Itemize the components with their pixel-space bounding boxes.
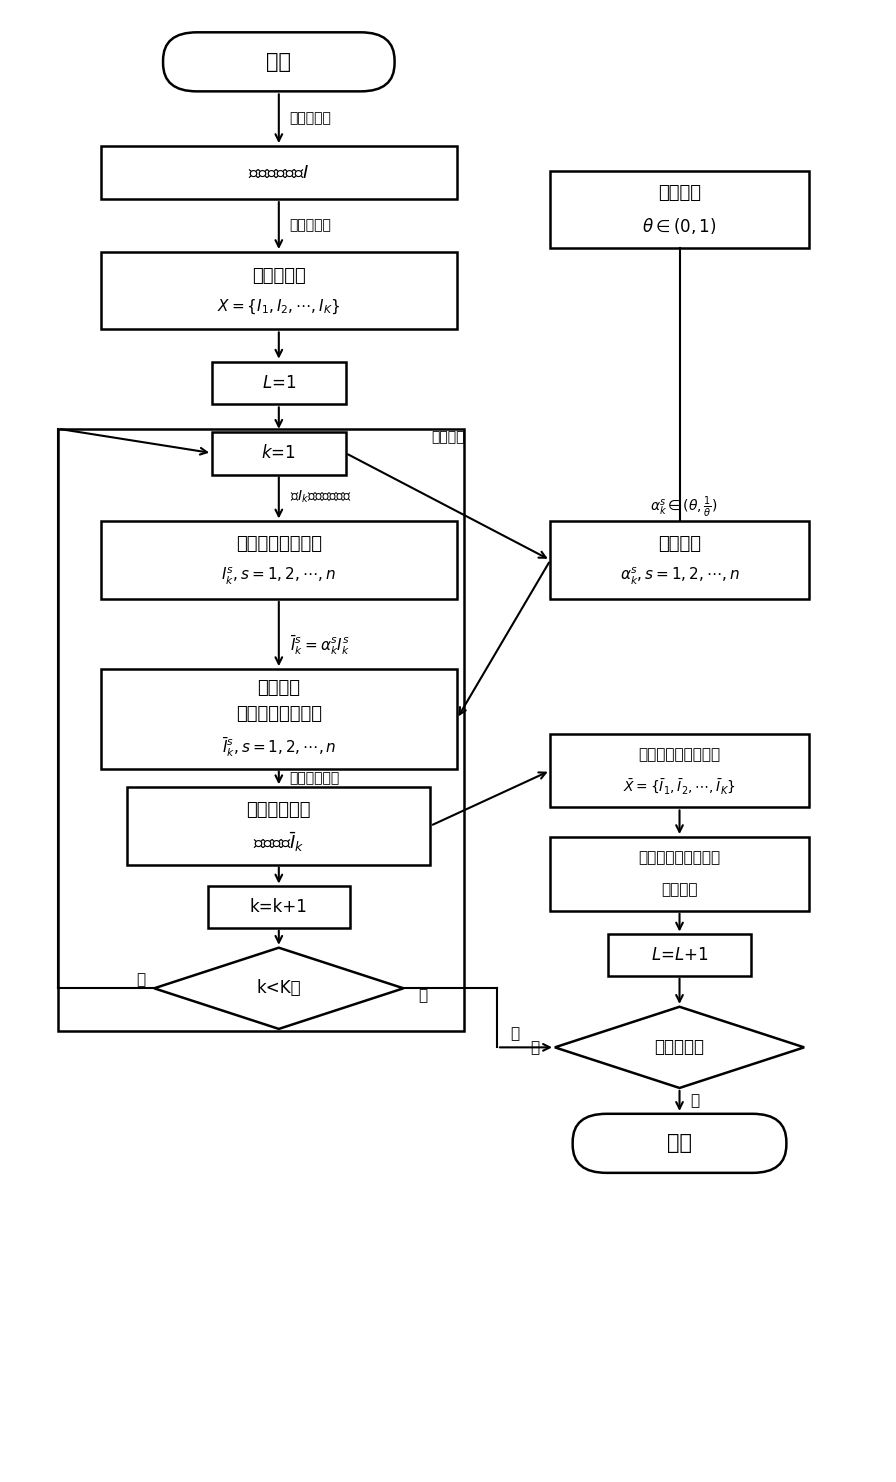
Bar [208,886,350,928]
Text: $\alpha_k^s, s = 1, 2, \cdots, n$: $\alpha_k^s, s = 1, 2, \cdots, n$ [619,566,739,587]
Text: 调节倍率: 调节倍率 [658,535,701,553]
Text: 独立染色成分图像: 独立染色成分图像 [236,704,322,723]
Text: 调节后的数字: 调节后的数字 [246,800,311,818]
Text: k=k+1: k=k+1 [250,898,307,916]
Text: 训练样本集: 训练样本集 [252,267,306,285]
Text: 调节后的: 调节后的 [257,679,300,697]
Text: 随机生成: 随机生成 [431,430,465,443]
Text: 否: 否 [530,1040,539,1055]
Bar [58,428,464,1031]
Text: 一轮训练: 一轮训练 [661,883,698,898]
Text: 采集、扫描: 采集、扫描 [289,111,332,126]
Bar [100,522,457,599]
Text: 建立数据集: 建立数据集 [289,218,332,233]
Text: 是: 是 [690,1094,699,1109]
Polygon shape [154,947,403,1029]
Bar [608,935,751,975]
Bar [100,147,457,199]
Text: 数字病理图像$I$: 数字病理图像$I$ [248,163,309,182]
Text: 调整参数: 调整参数 [658,184,701,202]
Text: $I_k^s, s = 1, 2, \cdots, n$: $I_k^s, s = 1, 2, \cdots, n$ [221,566,336,587]
FancyBboxPatch shape [573,1114,787,1172]
Text: 否: 否 [418,988,427,1003]
Text: 病理图像$\bar{I}_k$: 病理图像$\bar{I}_k$ [253,830,305,854]
Text: 染色成分融合: 染色成分融合 [289,771,340,785]
Text: 独立染色成分图像: 独立染色成分图像 [236,535,322,553]
Text: $\bar{I}_k^s = \alpha_k^s I_k^s$: $\bar{I}_k^s = \alpha_k^s I_k^s$ [289,633,349,657]
Text: 对机器学习模型进行: 对机器学习模型进行 [639,851,720,865]
Bar [212,362,346,405]
Bar [550,734,808,808]
Text: 开始: 开始 [266,52,291,71]
Text: $\theta \in (0,1)$: $\theta \in (0,1)$ [642,216,717,236]
Text: k<K？: k<K？ [256,980,301,997]
Bar [212,431,346,474]
Text: 完成训练？: 完成训练？ [654,1039,704,1057]
Text: $\bar{X} = \{\bar{I}_1, \bar{I}_2, \cdots, \bar{I}_K\}$: $\bar{X} = \{\bar{I}_1, \bar{I}_2, \cdot… [623,778,736,796]
FancyBboxPatch shape [163,33,394,92]
Text: $X = \{I_1, I_2, \cdots, I_K\}$: $X = \{I_1, I_2, \cdots, I_K\}$ [217,298,340,316]
Text: 结束: 结束 [667,1134,692,1153]
Bar [127,787,430,864]
Bar [550,522,808,599]
Text: 调整后的训练样本集: 调整后的训练样本集 [639,747,720,762]
Bar [100,668,457,769]
Text: $\alpha_k^s \in (\theta, \frac{1}{\theta})$: $\alpha_k^s \in (\theta, \frac{1}{\theta… [650,495,718,520]
Text: $L$=1: $L$=1 [262,373,296,391]
Bar [550,837,808,911]
Text: $L$=$L$+1: $L$=$L$+1 [650,946,708,965]
Text: $\bar{I}_k^s, s = 1, 2, \cdots, n$: $\bar{I}_k^s, s = 1, 2, \cdots, n$ [221,735,336,759]
Bar [100,252,457,329]
Text: 是: 是 [136,972,145,987]
Text: $k$=1: $k$=1 [262,445,297,462]
Polygon shape [555,1006,805,1088]
Text: 否: 否 [511,1027,520,1042]
Text: 对$I_k$进行染色分离: 对$I_k$进行染色分离 [289,488,351,505]
Bar [550,170,808,249]
